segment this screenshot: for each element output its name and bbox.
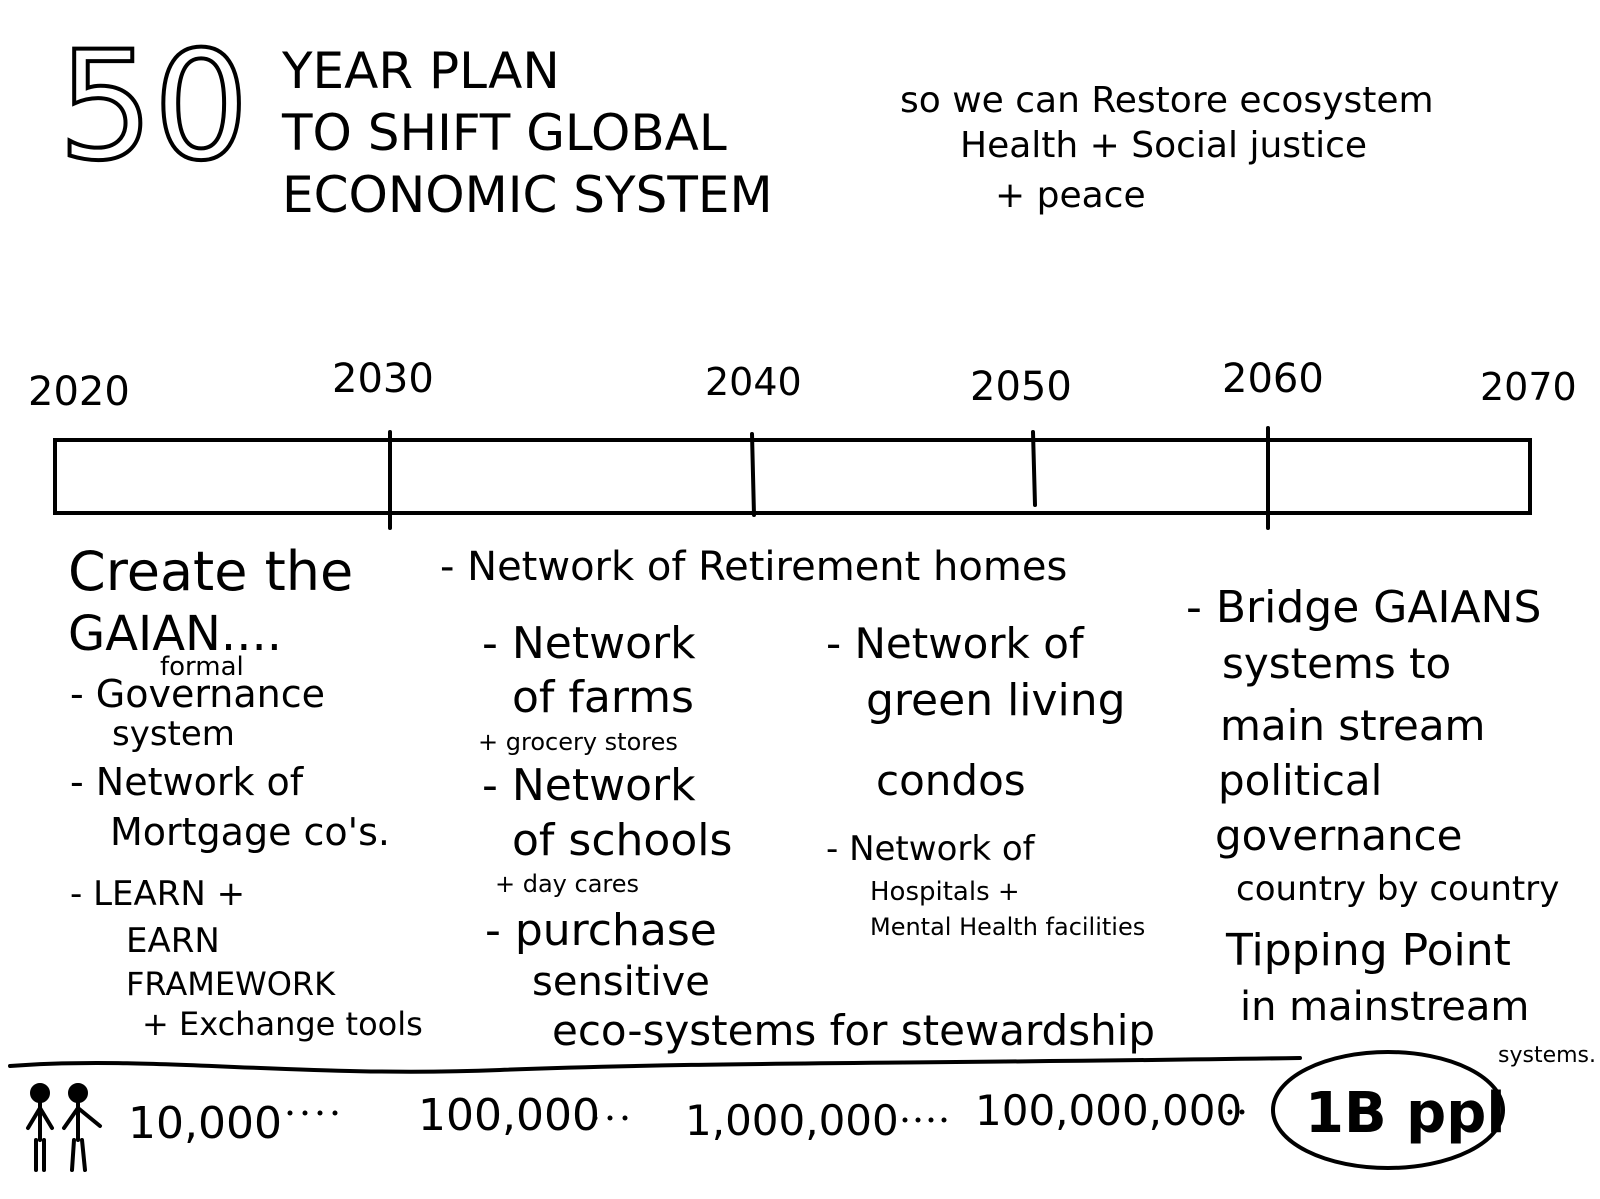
column-text: FRAMEWORK (126, 965, 336, 1003)
column-text: country by country (1236, 869, 1559, 909)
column-text: Hospitals + (870, 877, 1020, 907)
column-text: - Network of (70, 760, 305, 804)
column-text: of schools (512, 815, 732, 866)
population-label: 1B ppl (1305, 1081, 1506, 1146)
column-text: of farms (512, 672, 694, 723)
column-text: eco-systems for stewardship (552, 1006, 1155, 1055)
column-text: - Governance (70, 672, 325, 716)
column-text: - Network of (826, 619, 1085, 668)
people-icon (26, 1083, 102, 1172)
title-line: TO SHIFT GLOBAL (281, 104, 727, 162)
population-label: 1,000,000 (685, 1096, 899, 1145)
column-text: EARN (126, 921, 220, 961)
year-label: 2030 (332, 356, 434, 402)
column-text: - LEARN + (70, 874, 245, 914)
column-text: - Network of Retirement homes (440, 544, 1067, 590)
column-text: systems. (1498, 1043, 1596, 1068)
column-text: + day cares (495, 870, 639, 898)
column-text: sensitive (532, 959, 710, 1005)
divider-line (8, 1056, 1302, 1074)
ellipsis-dots (1227, 1109, 1245, 1115)
ellipsis-dots (902, 1117, 947, 1123)
goal-line: Health + Social justice (960, 125, 1367, 166)
column-text: green living (866, 675, 1126, 726)
column-text: - Network of (826, 829, 1036, 869)
year-label: 2070 (1480, 365, 1577, 409)
timeline-bar (53, 438, 1532, 515)
ellipsis-dots (287, 1110, 338, 1116)
column-text: + Exchange tools (142, 1005, 423, 1043)
column-text: Tipping Point (1225, 925, 1511, 976)
column-text: - Network (482, 618, 696, 669)
goal-line: so we can Restore ecosystem (900, 80, 1434, 121)
highlight-circle (1271, 1050, 1505, 1170)
title-line: ECONOMIC SYSTEM (282, 166, 773, 224)
year-label: 2050 (970, 364, 1072, 410)
column-text: Create the (68, 540, 353, 603)
column-text: system (112, 714, 235, 754)
column-text: main stream (1220, 701, 1485, 750)
goal-line: + peace (995, 175, 1146, 216)
column-text: - purchase (485, 905, 717, 956)
column-text: Mortgage co's. (110, 810, 390, 854)
population-label: 10,000 (128, 1098, 282, 1149)
year-label: 2020 (28, 369, 130, 415)
population-label: 100,000,000 (975, 1086, 1242, 1135)
column-text: - Network (482, 760, 696, 811)
title-line: YEAR PLAN (281, 42, 560, 100)
column-text: - Bridge GAIANS (1186, 582, 1541, 633)
column-text: + grocery stores (478, 728, 678, 756)
column-text: formal (160, 652, 244, 682)
column-text: Mental Health facilities (870, 913, 1145, 941)
column-text: GAIAN.... (68, 606, 282, 662)
column-text: governance (1215, 811, 1463, 860)
big-number: 50 (58, 20, 249, 194)
ellipsis-dots (592, 1115, 628, 1121)
year-label: 2040 (705, 360, 802, 404)
population-label: 100,000 (418, 1090, 600, 1141)
timeline-divider (750, 432, 756, 517)
timeline-divider (1031, 430, 1037, 507)
column-text: condos (876, 756, 1026, 805)
column-text: in mainstream (1240, 984, 1529, 1030)
year-label: 2060 (1222, 356, 1324, 402)
column-text: systems to (1222, 639, 1451, 688)
column-text: political (1218, 756, 1382, 805)
